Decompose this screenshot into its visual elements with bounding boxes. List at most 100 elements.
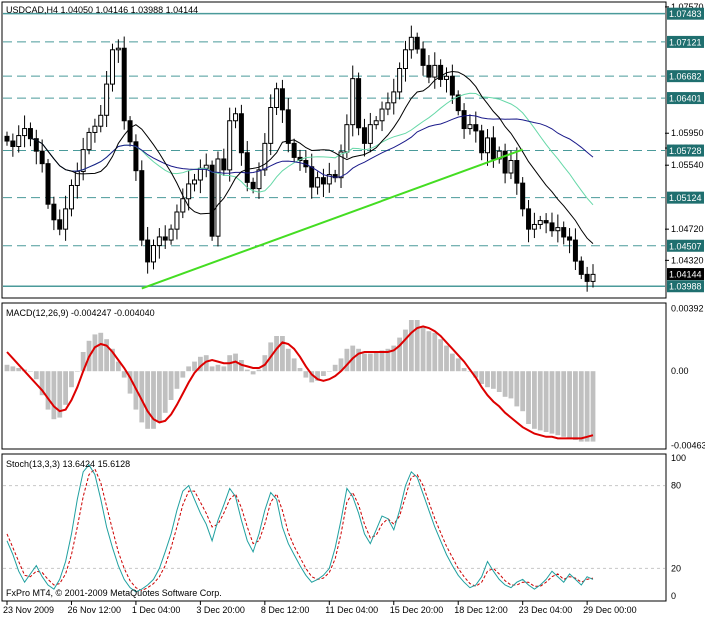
macd-histogram-bar: [432, 332, 438, 372]
macd-histogram-bar: [420, 326, 426, 372]
macd-histogram-bar: [291, 358, 297, 372]
candle-body: [373, 120, 379, 126]
current-price-label: [667, 268, 704, 281]
macd-histogram-bar: [403, 329, 408, 372]
candle-body: [68, 184, 74, 210]
candle-body: [115, 47, 121, 51]
main-panel-frame: [1, 1, 667, 299]
candle-body: [514, 160, 520, 184]
macd-histogram-bar: [192, 361, 197, 372]
chart-header: USDCAD,H4 1.04050 1.04146 1.03988 1.0414…: [6, 5, 198, 15]
macd-tick-label: -0.00463: [671, 440, 705, 450]
macd-histogram-bar: [186, 366, 192, 372]
price-axis: 1.075701.074831.071211.066821.057601.064…: [665, 2, 704, 293]
macd-histogram-bar: [45, 371, 51, 410]
price-tick-label: 1.04144: [669, 270, 702, 280]
candle-body: [402, 49, 408, 70]
candle-body: [215, 158, 221, 237]
moving-average-black: [30, 70, 594, 244]
macd-histogram-bar: [203, 355, 209, 372]
macd-histogram-bar: [80, 352, 86, 372]
candle-body: [432, 64, 438, 78]
time-tick-label: 18 Dec 12:00: [454, 605, 508, 615]
macd-histogram-bar: [490, 371, 496, 389]
candle-body: [22, 128, 28, 137]
candle-body: [455, 94, 461, 112]
macd-histogram-bar: [244, 369, 250, 372]
candle-body: [133, 141, 139, 172]
macd-histogram-bar: [379, 350, 385, 372]
candle-body: [420, 48, 426, 66]
macd-histogram-bar: [51, 371, 57, 420]
candle-body: [338, 151, 344, 179]
candle-body: [274, 88, 280, 108]
macd-histogram-bar: [121, 371, 127, 378]
macd-histogram-bar: [92, 334, 98, 372]
candle-body: [168, 228, 174, 241]
macd-histogram-bar: [414, 320, 420, 372]
candle-body: [426, 64, 432, 78]
macd-histogram-bar: [508, 371, 514, 399]
candle-body: [233, 113, 239, 122]
macd-histogram-bar: [543, 371, 549, 432]
macd-histogram-bar: [74, 371, 80, 372]
time-tick-label: 3 Dec 20:00: [196, 605, 245, 615]
candle-body: [180, 198, 186, 213]
candle-body: [590, 273, 596, 282]
candle-body: [45, 163, 51, 205]
candle-body: [350, 78, 356, 126]
candle-body: [221, 158, 227, 171]
candle-body: [174, 211, 180, 230]
candle-body: [315, 177, 321, 188]
stochastic-header: Stoch(13,3,3) 13.6424 15.6128: [6, 459, 130, 469]
time-tick-label: 29 Dec 00:00: [583, 605, 637, 615]
price-level-label: [667, 7, 704, 20]
candle-body: [86, 131, 92, 151]
candle-body: [104, 83, 110, 116]
candle-body: [63, 208, 69, 230]
candle-body: [567, 236, 573, 241]
macd-histogram-bar: [197, 356, 203, 372]
candle-body: [461, 110, 467, 130]
macd-tick-label: 0.00: [671, 366, 689, 376]
candle-body: [361, 127, 367, 144]
macd-histogram-bar: [285, 348, 291, 372]
candle-body: [197, 167, 203, 181]
candle-body: [561, 227, 567, 238]
stochastic-tick-label: 20: [671, 563, 681, 573]
macd-histogram-bar: [397, 337, 403, 372]
candle-body: [367, 124, 373, 144]
macd-histogram-bar: [303, 371, 309, 378]
macd-histogram-bar: [367, 353, 373, 372]
candle-body: [145, 239, 151, 263]
candle-body: [467, 124, 473, 130]
candle-body: [80, 149, 86, 172]
macd-histogram-bar: [561, 371, 567, 437]
candle-body: [485, 137, 491, 154]
candle-body: [572, 239, 578, 262]
macd-histogram-bar: [151, 371, 156, 429]
macd-panel-frame: [1, 302, 667, 450]
price-tick-label: 1.07121: [669, 37, 702, 47]
macd-histogram-bar: [145, 371, 151, 429]
candle-body: [109, 49, 115, 85]
macd-histogram-bar: [485, 371, 490, 388]
candle-body: [549, 222, 555, 232]
candle-body: [397, 68, 403, 93]
candle-body: [320, 177, 326, 185]
candle-body: [156, 236, 162, 247]
price-tick-label: 1.05950: [671, 128, 704, 138]
candle-body: [584, 273, 590, 282]
candle-body: [279, 88, 285, 111]
price-level-label: [667, 191, 704, 204]
candle-body: [33, 138, 39, 152]
macd-histogram-bar: [573, 371, 578, 440]
macd-histogram-bar: [479, 371, 485, 384]
macd-chart: 0.00392 0.00 -0.00463: [4, 303, 705, 450]
macd-histogram-bar: [344, 348, 350, 372]
candle-body: [139, 170, 145, 241]
candle-body: [291, 142, 297, 158]
candle-body: [473, 124, 479, 132]
price-level-label: [667, 70, 704, 83]
moving-average-navy: [30, 114, 594, 178]
